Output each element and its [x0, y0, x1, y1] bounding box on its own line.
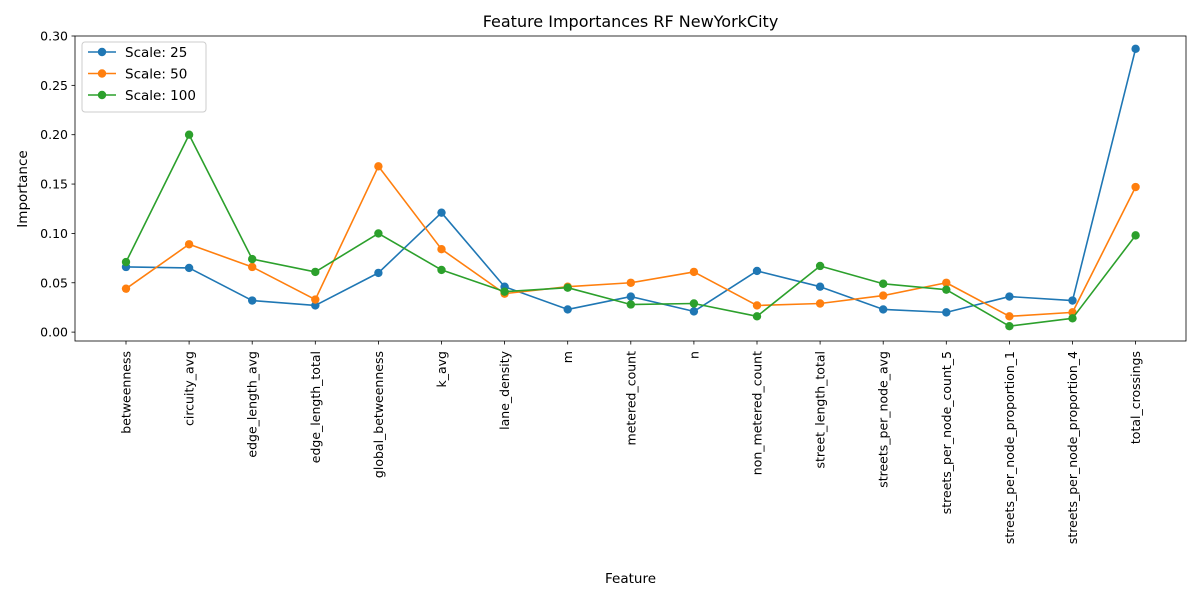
data-point [121, 257, 131, 267]
y-tick-label: 0.10 [40, 226, 68, 241]
data-point [626, 300, 635, 309]
x-tick-label: streets_per_node_proportion_4 [1065, 351, 1080, 544]
series-1 [121, 44, 1140, 317]
data-point [815, 282, 825, 291]
data-point [689, 307, 699, 316]
data-point [626, 278, 635, 287]
data-point [248, 296, 257, 305]
data-point [374, 229, 383, 238]
data-point [500, 287, 509, 296]
data-point [1131, 231, 1140, 240]
y-axis: 0.00 0.05 0.10 0.15 0.20 0.25 0.30 [40, 29, 75, 340]
x-tick-label: street_length_total [813, 351, 828, 469]
x-tick-label: non_metered_count [750, 351, 765, 475]
data-point [689, 267, 699, 277]
legend-label: Scale: 50 [125, 67, 187, 83]
data-point [1005, 321, 1014, 331]
data-point [942, 285, 951, 294]
data-point [563, 305, 572, 314]
x-tick-label: metered_count [623, 351, 638, 446]
y-tick-label: 0.25 [40, 78, 68, 93]
x-tick-label: betweenness [119, 351, 134, 434]
x-axis-title: Feature [605, 571, 656, 587]
legend-marker [97, 69, 107, 78]
series-3 [121, 130, 1140, 331]
data-point [626, 292, 635, 301]
data-point [311, 301, 320, 310]
data-point [184, 263, 194, 273]
data-point [311, 295, 320, 304]
data-point [879, 279, 888, 288]
data-point [752, 312, 762, 321]
y-tick-label: 0.00 [40, 325, 68, 340]
series-layer [121, 44, 1140, 331]
data-point [815, 299, 825, 308]
x-tick-label: edge_length_total [308, 351, 323, 463]
x-axis: betweenness circuity_avg edge_length_avg ed… [119, 341, 1143, 544]
x-tick-label: n [686, 351, 701, 359]
x-tick-label: streets_per_node_proportion_1 [1002, 351, 1017, 544]
series-2 [121, 162, 1140, 321]
data-point [815, 261, 825, 271]
data-point [1068, 296, 1077, 305]
x-tick-label: streets_per_node_avg [876, 351, 891, 488]
y-tick-label: 0.05 [40, 275, 68, 290]
x-tick-label: lane_density [497, 350, 512, 429]
x-tick-label: global_betweenness [371, 351, 386, 478]
y-axis-title: Importance [15, 150, 31, 227]
data-point [1131, 44, 1140, 54]
data-point [689, 299, 699, 308]
data-point [311, 267, 320, 277]
chart-title: Feature Importances RF NewYorkCity [483, 12, 779, 31]
legend: Scale: 25 Scale: 50 Scale: 100 [81, 41, 207, 113]
data-point [1131, 182, 1140, 192]
data-point [1005, 292, 1014, 301]
data-point [184, 240, 194, 249]
data-point [942, 278, 951, 287]
data-point [1068, 314, 1077, 323]
data-point [879, 305, 888, 314]
y-tick-label: 0.15 [40, 177, 68, 192]
data-point [752, 301, 762, 310]
data-point [437, 208, 446, 217]
data-point [437, 265, 446, 275]
x-tick-label: circuity_avg [182, 351, 197, 426]
data-point [248, 262, 257, 272]
data-point [1005, 312, 1014, 321]
x-tick-label: streets_per_node_count_5 [939, 351, 954, 514]
data-point [437, 245, 446, 254]
data-point [374, 162, 383, 171]
x-tick-label: m [560, 351, 575, 363]
data-point [879, 291, 888, 300]
data-point [563, 283, 572, 292]
data-point [752, 266, 762, 276]
y-tick-label: 0.30 [40, 29, 68, 44]
data-point [248, 254, 257, 264]
y-tick-label: 0.20 [40, 127, 68, 142]
data-point [121, 284, 131, 293]
legend-marker [97, 90, 107, 100]
data-point [184, 130, 194, 139]
legend-marker [97, 47, 107, 57]
data-point [374, 268, 383, 278]
series-line [125, 48, 1137, 314]
x-tick-label: k_avg [434, 351, 449, 387]
legend-label: Scale: 100 [125, 88, 196, 104]
data-point [942, 308, 951, 317]
legend-label: Scale: 25 [125, 45, 187, 61]
x-tick-label: total_crossings [1128, 351, 1143, 444]
x-tick-label: edge_length_avg [245, 351, 260, 458]
